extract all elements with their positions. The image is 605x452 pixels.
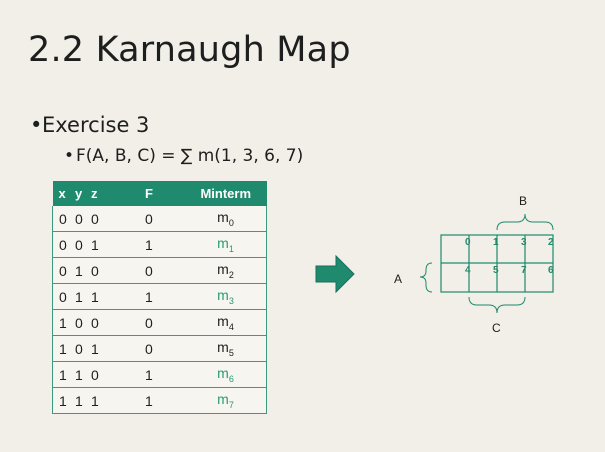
cell-z: 0 (91, 309, 145, 336)
cell-x: 1 (52, 361, 75, 388)
cell-y: 1 (75, 283, 91, 310)
cell-x: 1 (52, 387, 75, 414)
truth-table: x y z F Minterm 0 0 0 0 m0 0 0 1 1 m1 0 … (52, 181, 267, 414)
kmap-cell-number: 3 (521, 237, 527, 248)
cell-y: 1 (75, 387, 91, 414)
cell-minterm: m3 (185, 283, 267, 310)
cell-x: 0 (52, 206, 75, 232)
table-row: 0 0 0 0 m0 (52, 206, 267, 232)
cell-y: 0 (75, 231, 91, 258)
cell-z: 0 (91, 206, 145, 232)
cell-z: 1 (91, 387, 145, 414)
cell-minterm: m5 (185, 335, 267, 362)
brace-c (468, 296, 526, 314)
cell-x: 0 (52, 231, 75, 258)
cell-f: 1 (145, 231, 185, 258)
table-row: 1 1 1 1 m7 (52, 387, 267, 414)
cell-y: 1 (75, 257, 91, 284)
header-minterm: Minterm (185, 181, 267, 206)
cell-x: 1 (52, 309, 75, 336)
kmap-label-b: B (519, 194, 528, 208)
table-row: 0 1 0 0 m2 (52, 257, 267, 284)
cell-minterm: m2 (185, 257, 267, 284)
cell-x: 1 (52, 335, 75, 362)
bullet-exercise: •Exercise 3 (30, 113, 149, 137)
cell-f: 1 (145, 387, 185, 414)
table-row: 1 0 0 0 m4 (52, 309, 267, 336)
header-x: x (52, 181, 75, 206)
table-row: 1 0 1 0 m5 (52, 335, 267, 362)
cell-f: 0 (145, 309, 185, 336)
table-row: 0 1 1 1 m3 (52, 283, 267, 310)
bullet-function: • F(A, B, C) = ∑ m(1, 3, 6, 7) (64, 146, 303, 166)
header-z: z (91, 181, 145, 206)
kmap-cell-number: 1 (493, 237, 499, 248)
cell-x: 0 (52, 283, 75, 310)
kmap-cell-number: 2 (548, 237, 554, 248)
header-f: F (145, 181, 185, 206)
cell-f: 0 (145, 335, 185, 362)
table-row: 1 1 0 1 m6 (52, 361, 267, 388)
cell-minterm: m0 (185, 206, 267, 232)
bullet-dot: • (30, 113, 43, 137)
cell-f: 1 (145, 283, 185, 310)
cell-minterm: m6 (185, 361, 267, 388)
cell-y: 0 (75, 206, 91, 232)
cell-y: 1 (75, 361, 91, 388)
truth-table-header: x y z F Minterm (52, 181, 267, 206)
right-arrow-icon (315, 254, 355, 294)
table-row: 0 0 1 1 m1 (52, 231, 267, 258)
cell-f: 0 (145, 257, 185, 284)
kmap-label-a: A (394, 272, 403, 286)
kmap-cell-number: 7 (521, 265, 527, 276)
bullet-exercise-text: Exercise 3 (42, 113, 150, 137)
cell-y: 0 (75, 335, 91, 362)
cell-minterm: m7 (185, 387, 267, 414)
brace-a (419, 262, 433, 293)
cell-y: 0 (75, 309, 91, 336)
header-y: y (75, 181, 91, 206)
cell-z: 0 (91, 257, 145, 284)
slide-title: 2.2 Karnaugh Map (28, 30, 351, 70)
kmap-cell-number: 5 (493, 265, 499, 276)
cell-minterm: m4 (185, 309, 267, 336)
cell-x: 0 (52, 257, 75, 284)
cell-z: 1 (91, 231, 145, 258)
kmap-label-c: C (492, 321, 501, 335)
kmap-cell-number: 0 (465, 237, 471, 248)
cell-minterm: m1 (185, 231, 267, 258)
bullet-dot: • (64, 146, 75, 166)
cell-z: 0 (91, 361, 145, 388)
bullet-function-text: F(A, B, C) = ∑ m(1, 3, 6, 7) (76, 146, 304, 166)
cell-f: 0 (145, 206, 185, 232)
cell-f: 1 (145, 361, 185, 388)
brace-b (496, 213, 554, 231)
cell-z: 1 (91, 335, 145, 362)
kmap-cell-number: 6 (548, 265, 554, 276)
kmap-cell-number: 4 (465, 265, 471, 276)
cell-z: 1 (91, 283, 145, 310)
